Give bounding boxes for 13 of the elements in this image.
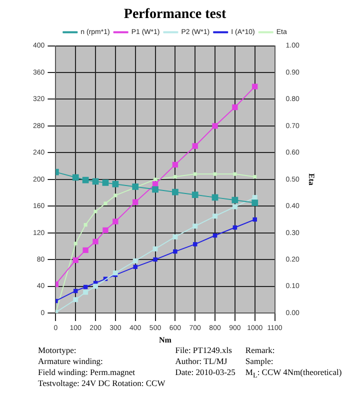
text: Testvoltage: 24V DC Rotation: CCW (38, 378, 166, 389)
text: Armature winding: (38, 356, 104, 367)
text: File: PT1249.xls (175, 345, 233, 356)
y2-axis-title: Eta (307, 173, 316, 186)
chart-title: Performance test (124, 7, 226, 22)
text: Motortype: (38, 345, 78, 356)
text: Remark: (245, 345, 276, 356)
text: Field winding: Perm.magnet (38, 367, 136, 378)
text: Sample: (245, 356, 274, 367)
text: M$_{L}$: CCW 4Nm(theoretical) (245, 367, 342, 382)
text: Date: 2010-03-25 (175, 367, 236, 378)
text: Author: TL/MJ (175, 356, 228, 367)
x-axis-title: Nm (159, 335, 172, 344)
